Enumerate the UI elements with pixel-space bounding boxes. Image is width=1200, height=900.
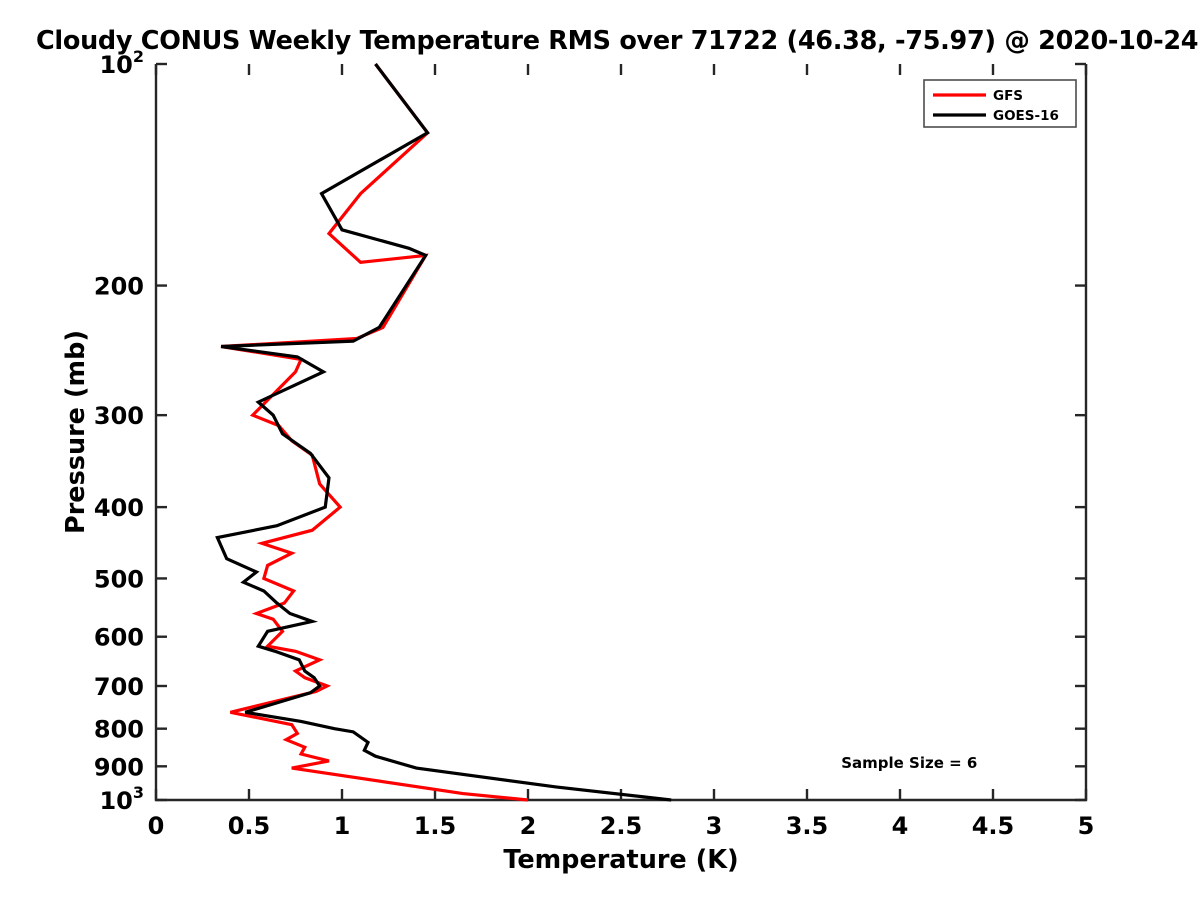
y-tick-label: 900 [94,753,144,781]
y-tick-label: 700 [94,673,144,701]
x-tick-label: 2.5 [600,812,643,840]
y-tick-label: 600 [94,624,144,652]
x-tick-label: 1 [334,812,351,840]
sample-size-annotation: Sample Size = 6 [841,754,977,772]
data-series [215,63,672,802]
x-tick-label: 2 [520,812,537,840]
x-tick-label: 4.5 [972,812,1015,840]
y-tick-label: 200 [94,273,144,301]
series-goes-16 [215,63,672,802]
y-tick-label: 103 [99,783,144,815]
y-tick-label: 800 [94,716,144,744]
x-tick-label: 3 [706,812,723,840]
legend-label-goes-16: GOES-16 [993,108,1059,124]
legend[interactable]: GFS GOES-16 [923,79,1077,128]
x-tick-label: 3.5 [786,812,829,840]
y-tick-label: 102 [99,47,144,79]
page-title: Cloudy CONUS Weekly Temperature RMS over… [36,26,1199,56]
x-tick-label: 1.5 [414,812,457,840]
legend-box [923,79,1077,128]
axes: 0 0.5 1 1.5 2 2.5 3 3.5 4 4.5 5 102 200 300 400 500 600 7… [61,47,1094,875]
legend-label-gfs: GFS [993,88,1023,104]
x-tick-label: 0.5 [228,812,271,840]
series-gfs [220,63,529,802]
x-tick-label: 0 [148,812,165,840]
y-axis-title: Pressure (mb) [61,330,91,534]
x-tick-label: 5 [1078,812,1095,840]
y-tick-label: 300 [94,402,144,430]
annotations: Sample Size = 6 [841,754,977,772]
y-tick-label: 500 [94,565,144,593]
y-tick-label: 400 [94,494,144,522]
x-axis-title: Temperature (K) [503,845,738,875]
x-tick-label: 4 [892,812,909,840]
axis-frame [154,64,1088,802]
